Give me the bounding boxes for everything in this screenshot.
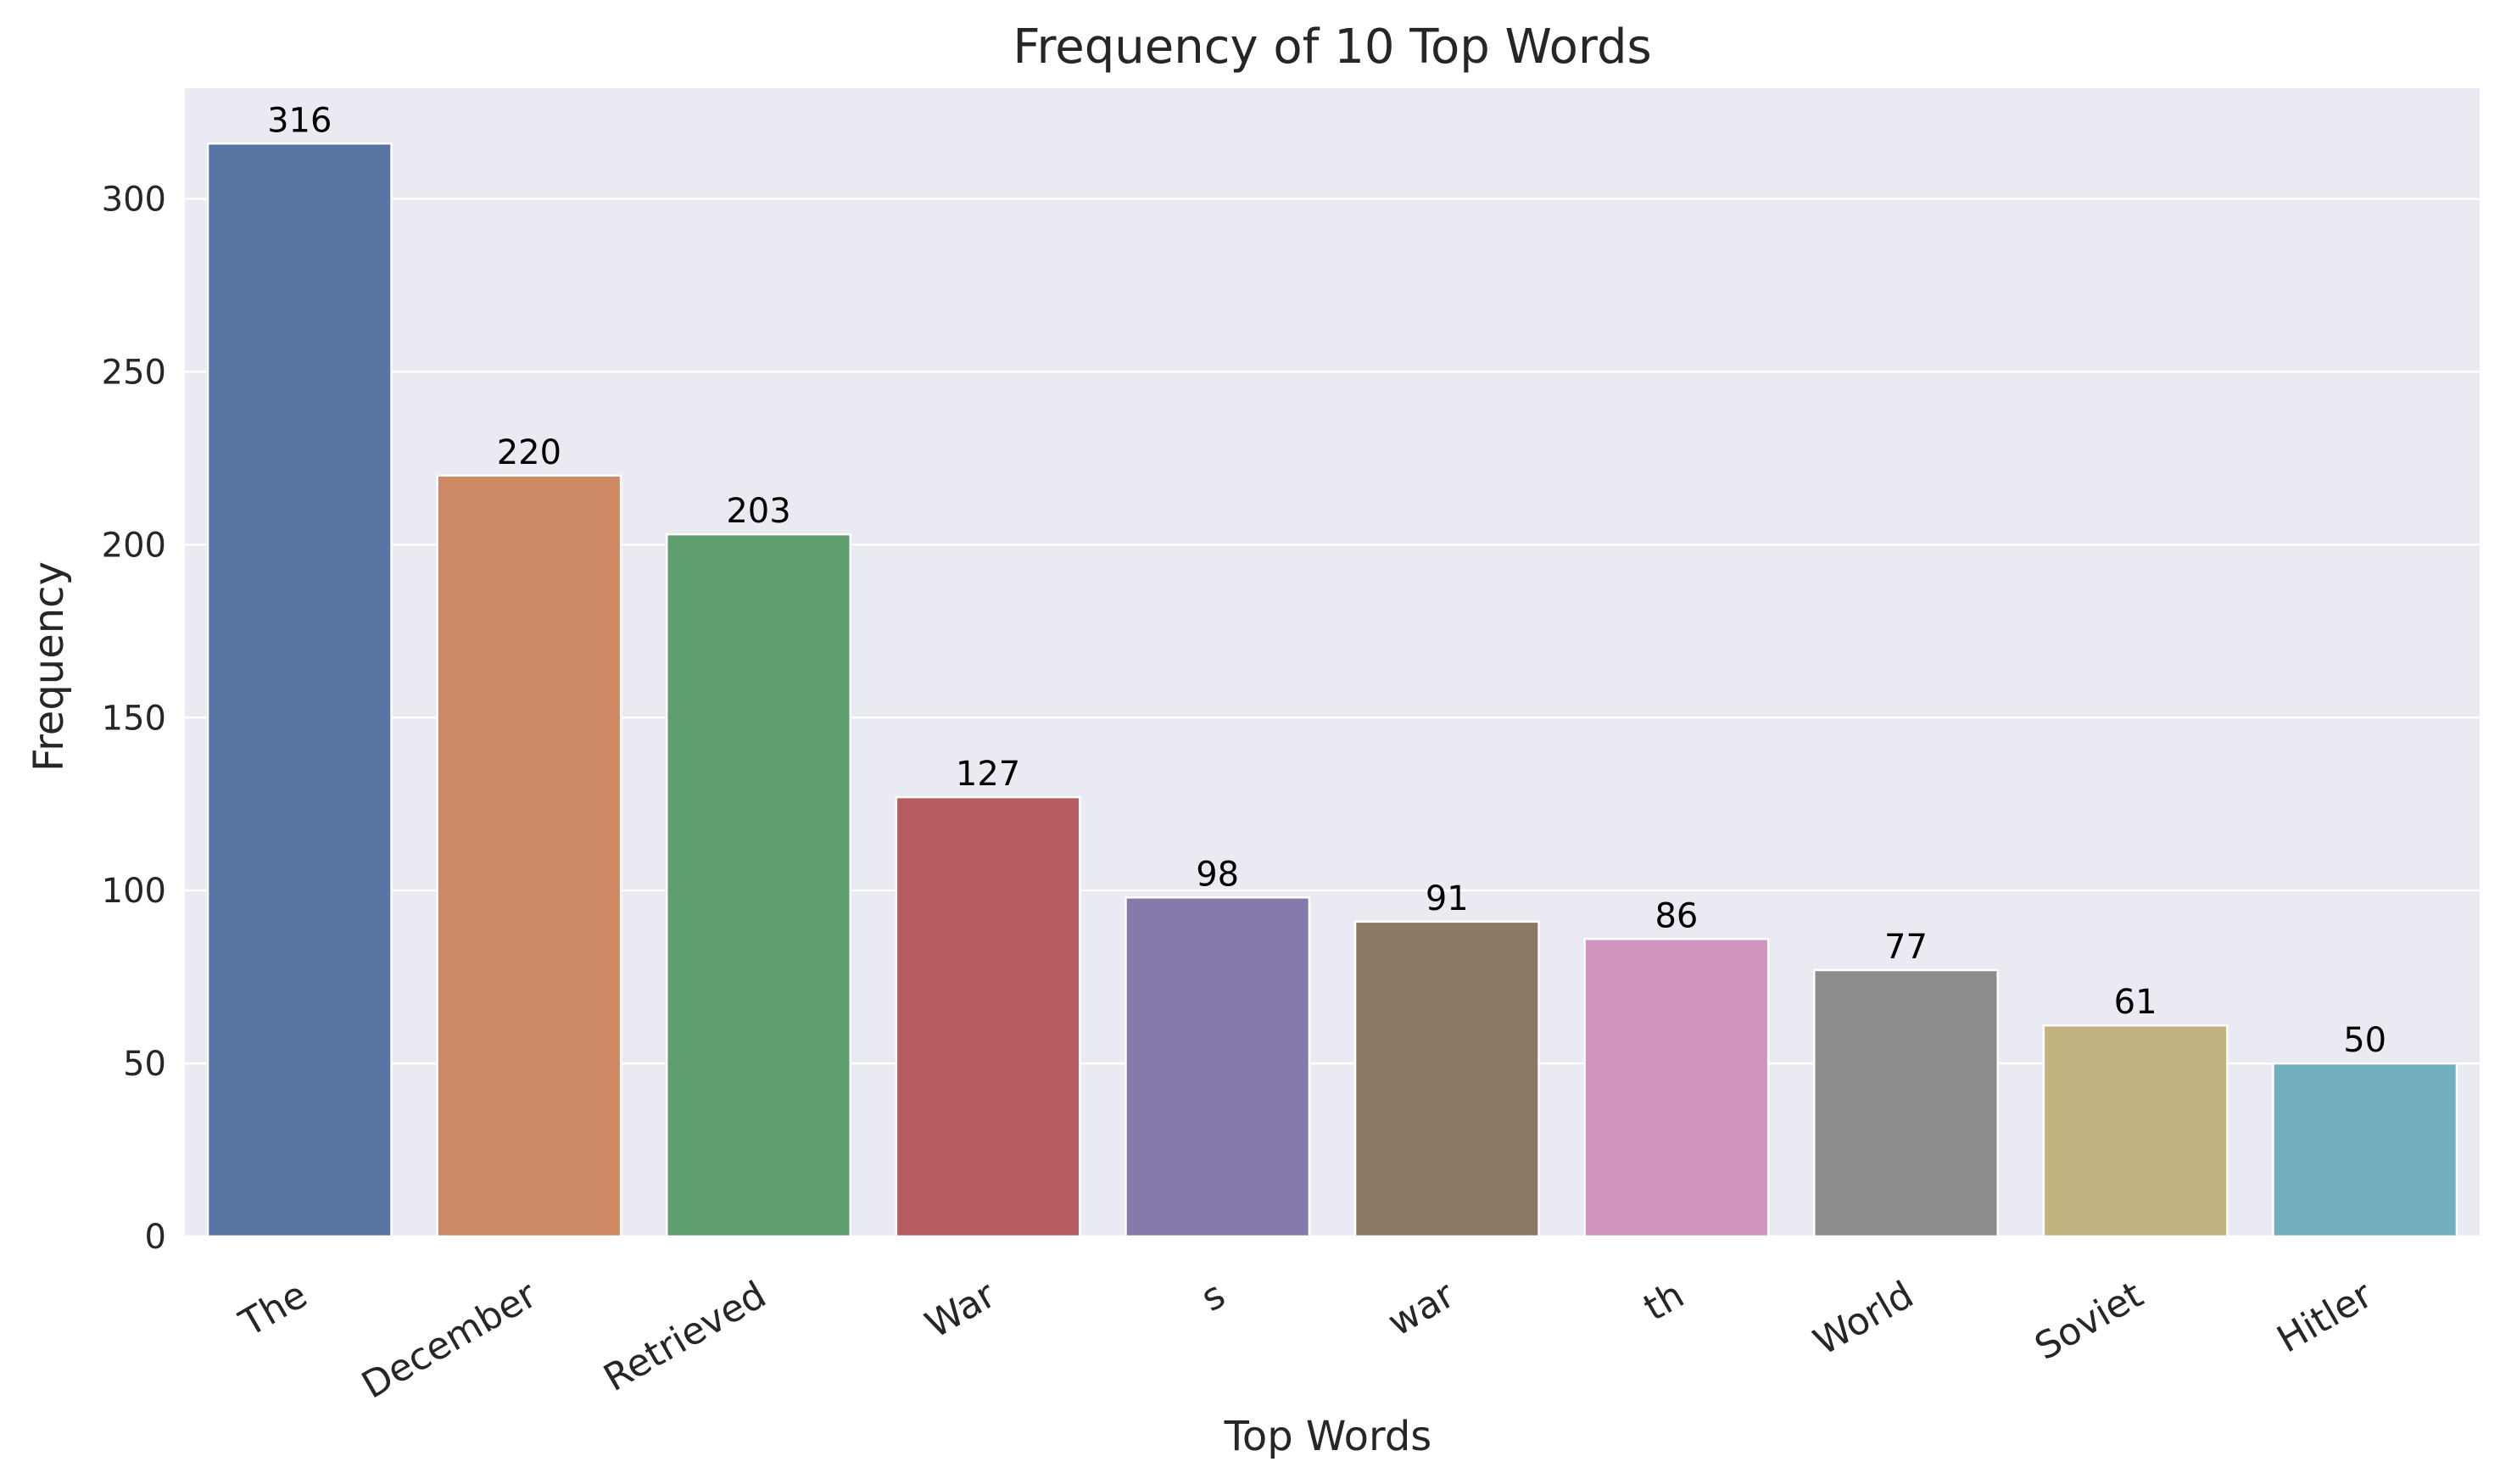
bar-soviet — [2042, 1024, 2229, 1238]
data-label: 220 — [497, 433, 561, 472]
x-tick-label: World — [1806, 1273, 1921, 1364]
x-tick-label: Hitler — [2270, 1273, 2380, 1362]
data-label: 86 — [1655, 896, 1698, 935]
data-label: 127 — [956, 755, 1020, 794]
bar-world — [1813, 968, 1999, 1238]
data-label: 98 — [1196, 855, 1239, 894]
y-tick-label: 50 — [123, 1045, 166, 1084]
y-tick-label: 300 — [102, 181, 166, 220]
data-labels: 316 220 203 127 98 91 86 77 61 50 — [267, 101, 2386, 1060]
x-tick-label: War — [918, 1273, 1004, 1347]
bar-hitler — [2272, 1062, 2458, 1238]
x-tick-label: Soviet — [2028, 1273, 2151, 1369]
data-label: 50 — [2343, 1021, 2386, 1060]
bar-war — [1353, 920, 1540, 1238]
x-tick-label: December — [354, 1273, 544, 1408]
y-axis-label: Frequency — [25, 561, 73, 772]
y-tick-label: 100 — [102, 872, 166, 911]
bar-s — [1124, 896, 1311, 1238]
x-tick-label: th — [1637, 1273, 1692, 1330]
y-tick-label: 150 — [102, 699, 166, 738]
data-label: 91 — [1426, 879, 1469, 918]
y-tick-label: 200 — [102, 526, 166, 565]
x-tick-label: The — [232, 1273, 315, 1346]
bar-th — [1583, 938, 1770, 1238]
x-tick-label: war — [1381, 1273, 1462, 1345]
data-label: 316 — [267, 101, 332, 140]
data-label: 77 — [1884, 928, 1928, 967]
bars — [206, 142, 2458, 1238]
y-tick-label: 0 — [145, 1218, 166, 1257]
y-axis-ticks: 0 50 100 150 200 250 300 — [102, 181, 166, 1257]
chart-title: Frequency of 10 Top Words — [1013, 20, 1651, 75]
x-tick-label: s — [1194, 1273, 1232, 1320]
x-axis-ticks: The December Retrieved War s war th World Soviet… — [232, 1273, 2380, 1408]
data-label: 203 — [726, 492, 790, 531]
bar-december — [436, 474, 622, 1238]
x-axis-label: Top Words — [1224, 1413, 1432, 1460]
bar-the — [206, 142, 393, 1238]
x-tick-label: Retrieved — [596, 1273, 773, 1400]
bar-war — [895, 795, 1081, 1238]
y-tick-label: 250 — [102, 353, 166, 392]
data-label: 61 — [2114, 983, 2157, 1022]
bar-retrieved — [666, 533, 851, 1238]
